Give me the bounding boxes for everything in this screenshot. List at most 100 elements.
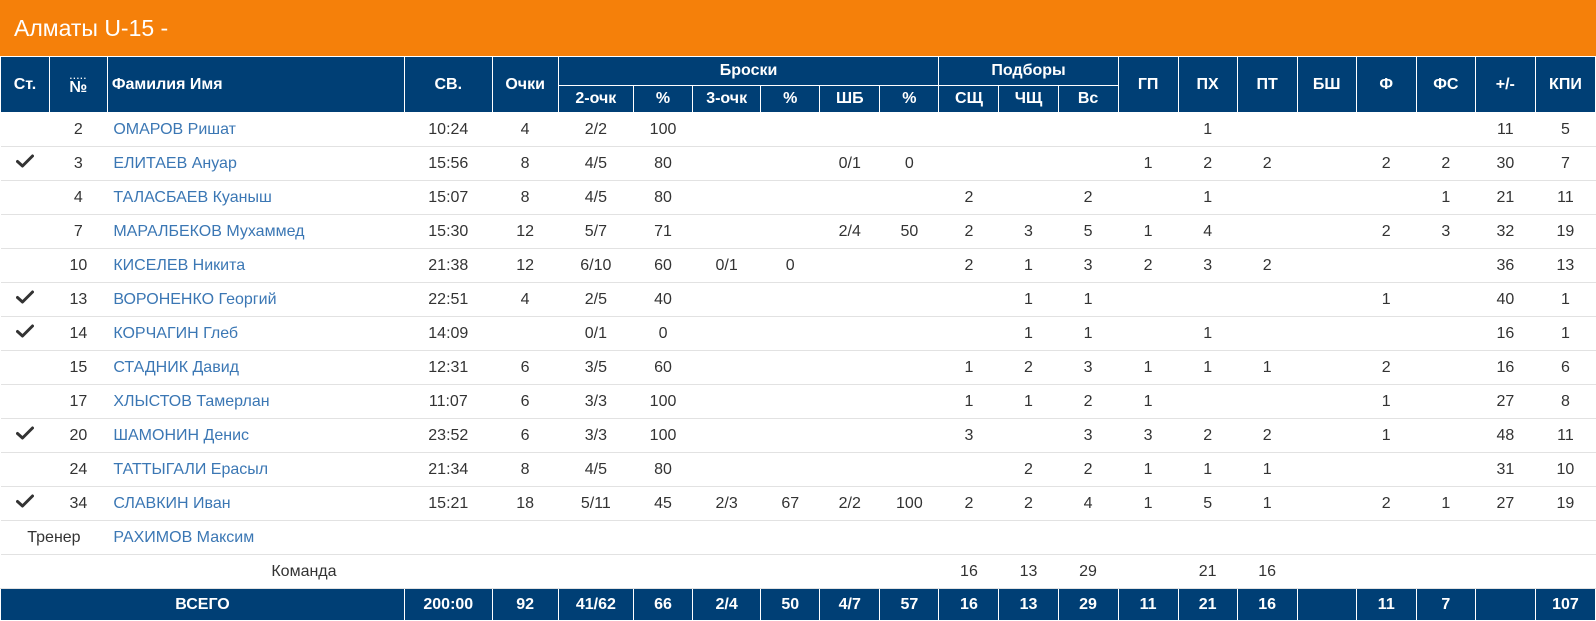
stat-two: 2/5 [558,282,634,317]
col-points[interactable]: Очки [491,56,559,113]
stat-bsh [1297,350,1357,385]
stat-px [1178,282,1238,317]
stat-bsh [1297,452,1357,487]
col-total-rebounds[interactable]: Вс [1057,85,1119,113]
col-px[interactable]: ПХ [1177,56,1238,113]
player-row: 3 ЕЛИТАЕВ Ануар 15:56 8 4/5 80 0/1 0 1 2 2 2 2 30 7 [0,146,1596,181]
col-def-rebounds[interactable]: СЩ [938,85,1000,113]
player-row: 15 СТАДНИК Давид 12:31 6 3/5 60 1 2 3 1 1 1 2 16 6 [0,350,1596,385]
player-name-link[interactable]: КОРЧАГИН Глеб [107,316,405,351]
player-name-link[interactable]: ШАМОНИН Денис [107,418,405,453]
stat-kpi: 5 [1535,112,1596,147]
totals-pt: 16 [1236,588,1298,621]
player-name-link[interactable]: ОМАРОВ Ришат [107,112,405,147]
player-number: 3 [49,146,108,181]
col-three-point-pct[interactable]: % [760,85,821,113]
col-number[interactable]: ..... № [48,56,108,113]
stat-f: 2 [1356,350,1417,385]
totals-two-pct: 66 [633,588,694,621]
starter-cell [0,146,50,181]
team-pt: 16 [1237,554,1298,589]
stat-three-pct [760,214,820,249]
col-two-point-pct[interactable]: % [633,85,694,113]
col-two-point[interactable]: 2-очк [557,85,635,113]
stat-off [998,146,1058,181]
player-number: 4 [49,180,108,215]
stat-three [692,214,761,249]
stat-ft [819,112,880,147]
stat-pts [492,316,559,351]
stat-gp: 3 [1118,418,1179,453]
stat-pts: 6 [492,384,559,419]
col-pt[interactable]: ПТ [1236,56,1298,113]
stat-time: 15:21 [404,486,493,521]
stat-ft-pct [879,180,939,215]
stat-fs [1416,384,1476,419]
player-name-link[interactable]: ТАТТЫГАЛИ Ерасыл [107,452,405,487]
stat-kpi: 19 [1535,486,1596,521]
starter-cell [0,214,50,249]
stat-fs [1416,316,1476,351]
totals-ft: 4/7 [819,588,881,621]
stat-pm: 48 [1475,418,1536,453]
stat-ft: 2/4 [819,214,880,249]
col-kpi[interactable]: КПИ [1534,56,1596,113]
stat-three [692,452,761,487]
stat-two-pct: 100 [633,384,693,419]
stat-ft-pct [879,418,939,453]
stat-tot: 5 [1058,214,1119,249]
coach-name-link[interactable]: РАХИМОВ Максим [107,520,405,555]
stat-tot: 2 [1058,180,1119,215]
stat-gp: 1 [1118,350,1179,385]
col-free-throws-pct[interactable]: % [879,85,940,113]
starter-cell [0,112,50,147]
stat-pts: 4 [492,112,559,147]
stat-pts: 6 [492,418,559,453]
stat-time: 21:34 [404,452,493,487]
player-name-link[interactable]: СТАДНИК Давид [107,350,405,385]
coach-label: Тренер [0,520,108,555]
col-off-rebounds[interactable]: ЧЩ [998,85,1059,113]
col-fouls[interactable]: Ф [1355,56,1417,113]
stat-two-pct: 60 [633,350,693,385]
team-total-rebounds: 29 [1058,554,1119,589]
col-plus-minus[interactable]: +/- [1474,56,1536,113]
totals-two: 41/62 [557,588,635,621]
stat-two: 5/7 [558,214,634,249]
player-name-link[interactable]: ХЛЫСТОВ Тамерлан [107,384,405,419]
player-name-link[interactable]: МАРАЛБЕКОВ Мухаммед [107,214,405,249]
stat-pts: 8 [492,146,559,181]
totals-px: 21 [1177,588,1238,621]
stat-gp: 1 [1118,214,1179,249]
player-name-link[interactable]: СЛАВКИН Иван [107,486,405,521]
stat-kpi: 7 [1535,146,1596,181]
col-time[interactable]: СВ. [404,56,493,113]
stat-two-pct: 100 [633,418,693,453]
stat-pts: 18 [492,486,559,521]
stat-ft [819,282,880,317]
stat-two: 3/5 [558,350,634,385]
totals-kpi: 107 [1534,588,1596,621]
col-bsh[interactable]: БШ [1296,56,1357,113]
stat-px: 4 [1178,214,1238,249]
checkmark-icon [15,426,34,440]
col-gp[interactable]: ГП [1117,56,1179,113]
stat-px: 3 [1178,248,1238,283]
player-name-link[interactable]: ЕЛИТАЕВ Ануар [107,146,405,181]
col-starter[interactable]: Ст. [0,56,50,113]
col-free-throws[interactable]: ШБ [819,85,881,113]
player-name-link[interactable]: ТАЛАСБАЕВ Куаныш [107,180,405,215]
stat-ft [819,384,880,419]
col-fouls-drawn[interactable]: ФС [1415,56,1476,113]
stat-bsh [1297,418,1357,453]
stat-time: 22:51 [404,282,493,317]
stat-def: 2 [938,180,999,215]
totals-time: 200:00 [404,588,493,621]
player-name-link[interactable]: КИСЕЛЕВ Никита [107,248,405,283]
col-name[interactable]: Фамилия Имя [106,56,406,113]
stat-pm: 27 [1475,384,1536,419]
stat-bsh [1297,248,1357,283]
col-three-point[interactable]: 3-очк [692,85,762,113]
player-name-link[interactable]: ВОРОНЕНКО Георгий [107,282,405,317]
stat-tot: 1 [1058,316,1119,351]
